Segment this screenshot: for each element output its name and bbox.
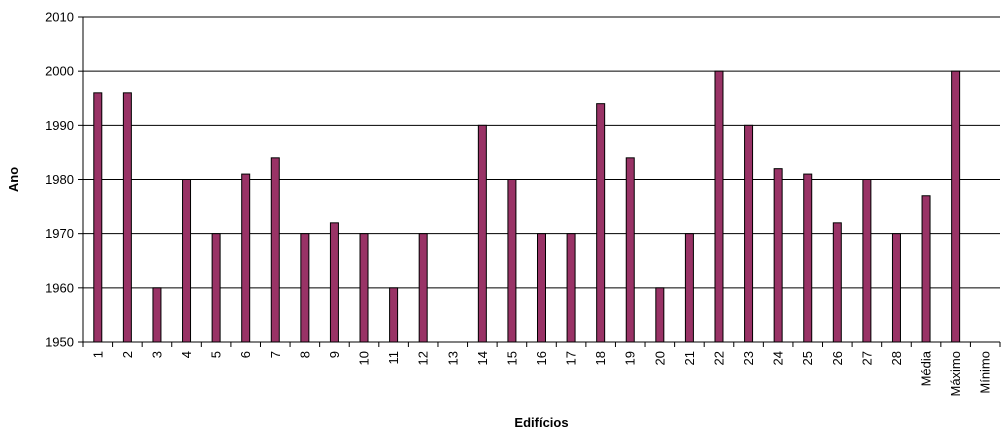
x-tick-label: 22 — [711, 351, 726, 365]
x-tick-label: 12 — [416, 351, 431, 365]
y-tick-label: 1990 — [45, 118, 74, 133]
bar — [537, 233, 546, 343]
bar — [862, 179, 872, 343]
bar — [803, 173, 813, 343]
x-axis-title: Edifícios — [514, 415, 568, 430]
x-tick-label: 16 — [534, 351, 549, 365]
bar — [625, 157, 635, 343]
x-tick-label: 17 — [564, 351, 579, 365]
x-tick-label: 25 — [800, 351, 815, 365]
x-tick-label: 21 — [682, 351, 697, 365]
bar — [832, 222, 842, 343]
bar — [507, 179, 517, 343]
x-tick-labels: 1 2 3 4 5 6 7 8 9 10 11 12 13 14 15 16 17 18 19 20 21 22 23 24 2… — [82, 342, 1001, 397]
x-tick-label: 5 — [209, 351, 224, 358]
bar — [300, 233, 310, 343]
bar — [744, 124, 754, 343]
x-tick-label: 3 — [149, 351, 164, 358]
x-tick-label: 26 — [830, 351, 845, 365]
x-tick-label: 9 — [327, 351, 342, 358]
x-tick-label: 20 — [652, 351, 667, 365]
x-tick-label: 18 — [593, 351, 608, 365]
x-tick-label: 15 — [504, 351, 519, 365]
x-tick-label: 4 — [179, 351, 194, 358]
bars — [93, 70, 961, 343]
bar — [329, 222, 339, 343]
y-tick-labels: 1950 1960 1970 1980 1990 2000 2010 — [45, 10, 83, 350]
x-tick-label: 28 — [889, 351, 904, 365]
gridlines — [83, 16, 1000, 289]
bar — [566, 233, 576, 343]
bar — [182, 179, 192, 343]
bar — [93, 92, 103, 343]
y-tick-label: 2010 — [45, 10, 74, 25]
bar — [891, 233, 901, 343]
bar — [596, 103, 606, 343]
x-tick-label: 24 — [771, 351, 786, 365]
bar — [122, 92, 132, 343]
x-tick-label: Máximo — [948, 351, 963, 397]
bar — [359, 233, 369, 343]
x-tick-label: 10 — [357, 351, 372, 365]
y-tick-label: 1950 — [45, 335, 74, 350]
x-tick-label: 8 — [297, 351, 312, 358]
x-tick-label: 23 — [741, 351, 756, 365]
bar — [773, 168, 783, 343]
x-tick-label: 6 — [238, 351, 253, 358]
bar — [389, 287, 399, 343]
x-tick-label: Média — [919, 350, 934, 386]
bar — [211, 233, 221, 343]
y-tick-label: 1960 — [45, 280, 74, 295]
bar — [270, 157, 280, 343]
x-tick-label: 14 — [475, 351, 490, 365]
bar — [655, 287, 665, 343]
y-tick-label: 1980 — [45, 172, 74, 187]
x-tick-label: Mínimo — [978, 351, 993, 394]
bar — [477, 124, 487, 343]
x-tick-label: 2 — [120, 351, 135, 358]
x-tick-label: 11 — [386, 351, 401, 365]
bar — [684, 233, 694, 343]
bar — [714, 70, 724, 343]
x-tick-label: 19 — [623, 351, 638, 365]
x-tick-label: 27 — [859, 351, 874, 365]
bar — [921, 195, 931, 343]
bar — [152, 287, 162, 343]
y-tick-label: 2000 — [45, 64, 74, 79]
bar — [951, 70, 961, 343]
bar — [241, 173, 251, 343]
x-tick-label: 13 — [445, 351, 460, 365]
y-tick-label: 1970 — [45, 226, 74, 241]
x-tick-label: 1 — [90, 351, 105, 358]
x-tick-label: 7 — [268, 351, 283, 358]
y-axis-title: Ano — [6, 167, 21, 192]
bar — [418, 233, 428, 343]
